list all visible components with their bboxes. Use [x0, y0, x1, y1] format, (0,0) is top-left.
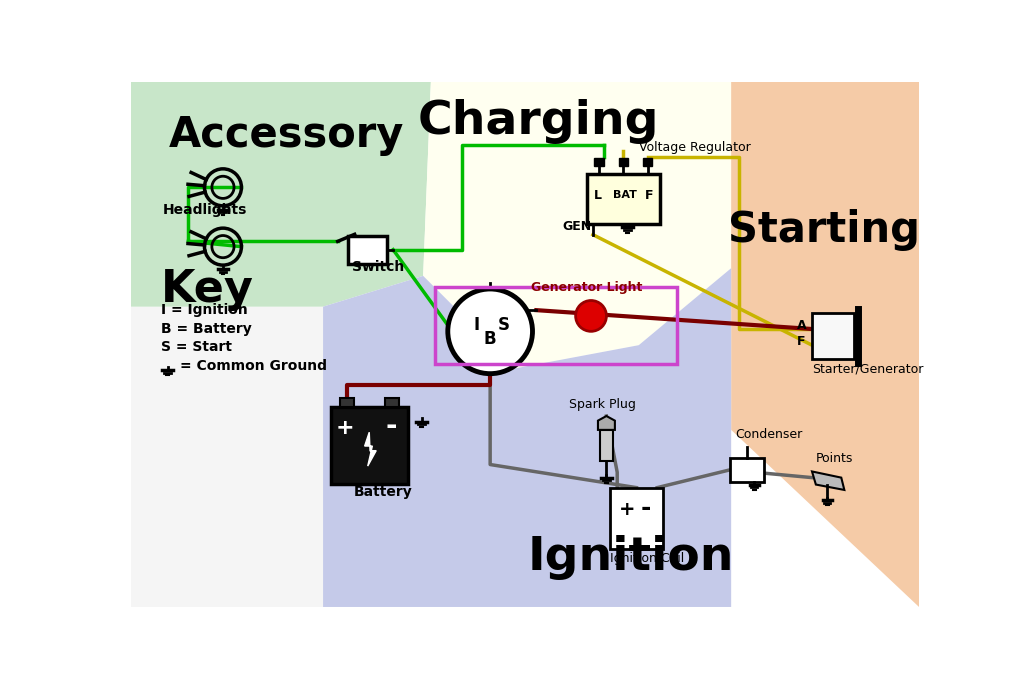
Bar: [643, 158, 652, 166]
Text: GEN: GEN: [562, 220, 591, 233]
Text: F: F: [797, 335, 805, 349]
Text: Key: Key: [162, 268, 254, 311]
Bar: [331, 406, 408, 484]
Text: A: A: [797, 319, 806, 332]
Text: Starting: Starting: [728, 209, 920, 251]
Bar: [587, 174, 659, 224]
Polygon shape: [423, 82, 731, 368]
Bar: [340, 398, 354, 406]
Text: I: I: [473, 316, 479, 334]
Text: Condenser: Condenser: [735, 428, 802, 441]
Text: = Common Ground: = Common Ground: [180, 359, 327, 373]
Text: B: B: [483, 330, 497, 348]
Bar: [385, 398, 398, 406]
Text: B = Battery: B = Battery: [162, 322, 252, 336]
Polygon shape: [731, 82, 920, 607]
Bar: [609, 488, 664, 549]
Text: -: -: [385, 412, 396, 440]
Polygon shape: [131, 82, 431, 307]
Polygon shape: [365, 432, 376, 466]
Text: Accessory: Accessory: [169, 114, 404, 156]
Bar: [348, 236, 387, 263]
Text: Headlights: Headlights: [163, 203, 247, 217]
Text: Points: Points: [816, 452, 853, 465]
Text: Switch: Switch: [352, 261, 404, 274]
Polygon shape: [131, 307, 323, 607]
Polygon shape: [598, 416, 614, 430]
Text: Starter/Generator: Starter/Generator: [812, 363, 924, 376]
Text: I = Ignition: I = Ignition: [162, 303, 248, 317]
Text: Ignition: Ignition: [527, 535, 734, 580]
Polygon shape: [323, 268, 731, 607]
Bar: [730, 458, 764, 482]
Text: +: +: [335, 418, 354, 438]
Text: +: +: [618, 500, 635, 518]
Bar: [812, 313, 854, 359]
Text: Generator Light: Generator Light: [531, 281, 643, 294]
Text: Ignition Coil: Ignition Coil: [609, 552, 684, 565]
Text: S: S: [498, 316, 510, 334]
Text: L: L: [594, 188, 601, 201]
Text: BAT: BAT: [613, 190, 637, 200]
Circle shape: [575, 301, 606, 331]
Bar: [618, 158, 628, 166]
Bar: [435, 287, 677, 364]
Text: Voltage Regulator: Voltage Regulator: [639, 140, 751, 153]
Text: -: -: [640, 496, 650, 520]
Text: S = Start: S = Start: [162, 340, 232, 355]
Text: Battery: Battery: [354, 485, 413, 499]
Text: F: F: [645, 188, 653, 201]
Bar: [600, 430, 612, 460]
Circle shape: [447, 289, 532, 374]
Text: Spark Plug: Spark Plug: [569, 398, 636, 411]
Bar: [595, 158, 604, 166]
Polygon shape: [812, 471, 845, 490]
Text: Charging: Charging: [418, 99, 659, 144]
